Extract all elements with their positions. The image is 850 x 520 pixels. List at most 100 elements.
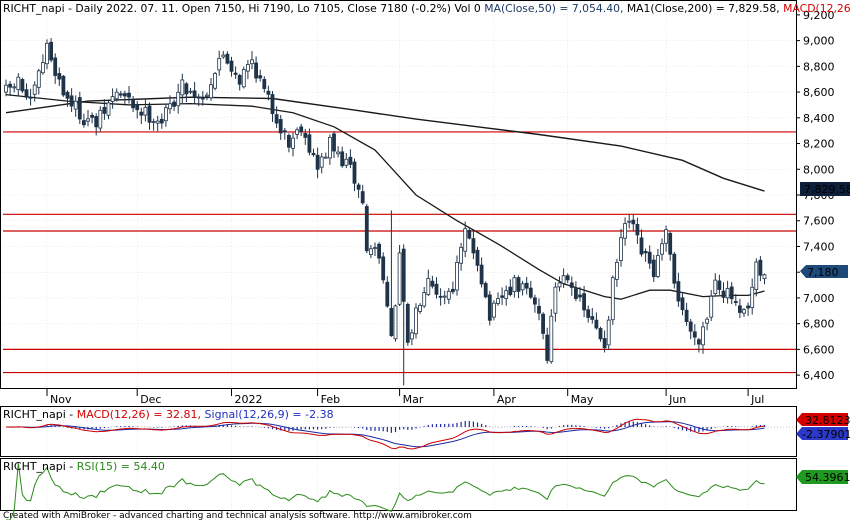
candle[interactable] — [4, 79, 8, 97]
candle[interactable] — [746, 302, 750, 316]
candle[interactable] — [299, 123, 304, 137]
candle[interactable] — [668, 231, 673, 261]
candle[interactable] — [491, 300, 496, 321]
candle[interactable] — [188, 87, 193, 95]
candle[interactable] — [217, 50, 222, 76]
candle[interactable] — [487, 290, 492, 326]
candle[interactable] — [28, 88, 33, 106]
candle[interactable] — [619, 228, 623, 267]
candle[interactable] — [127, 86, 131, 104]
candle[interactable] — [594, 312, 599, 330]
candle[interactable] — [237, 73, 242, 91]
candle[interactable] — [73, 95, 78, 117]
candle[interactable] — [151, 118, 156, 131]
candle[interactable] — [623, 217, 627, 246]
candle[interactable] — [209, 77, 213, 101]
candle[interactable] — [307, 128, 312, 156]
candle[interactable] — [656, 248, 660, 279]
candle[interactable] — [434, 277, 439, 299]
candle[interactable] — [168, 95, 172, 114]
candle[interactable] — [8, 80, 13, 97]
candle[interactable] — [172, 99, 177, 111]
candle[interactable] — [569, 276, 574, 296]
candle[interactable] — [598, 326, 603, 342]
candle[interactable] — [688, 318, 693, 340]
candle[interactable] — [106, 100, 111, 120]
candle[interactable] — [475, 246, 480, 272]
candle[interactable] — [180, 73, 185, 103]
candle[interactable] — [574, 281, 578, 302]
candle[interactable] — [709, 289, 714, 322]
candle[interactable] — [327, 134, 332, 165]
candle[interactable] — [713, 273, 718, 296]
candle[interactable] — [147, 102, 152, 130]
candle[interactable] — [319, 153, 324, 174]
candle[interactable] — [701, 321, 705, 354]
candle[interactable] — [65, 90, 70, 107]
candle[interactable] — [344, 152, 349, 169]
candle[interactable] — [53, 53, 58, 84]
candle[interactable] — [397, 244, 402, 306]
candle[interactable] — [45, 39, 49, 70]
candle[interactable] — [336, 146, 341, 158]
candle[interactable] — [356, 182, 361, 199]
candle[interactable] — [524, 276, 529, 295]
candle[interactable] — [377, 242, 382, 264]
candle[interactable] — [438, 288, 443, 306]
candle[interactable] — [98, 106, 103, 132]
candle[interactable] — [69, 88, 74, 113]
candle[interactable] — [114, 88, 119, 102]
candle[interactable] — [262, 76, 267, 93]
candle[interactable] — [733, 294, 738, 306]
candle[interactable] — [270, 91, 275, 123]
candle[interactable] — [639, 229, 644, 257]
candle[interactable] — [250, 51, 254, 70]
candle[interactable] — [315, 147, 320, 179]
candle[interactable] — [729, 282, 734, 305]
candle[interactable] — [557, 276, 562, 292]
candle[interactable] — [241, 66, 246, 89]
candle[interactable] — [77, 91, 82, 125]
candle[interactable] — [340, 146, 345, 168]
candle[interactable] — [332, 131, 336, 159]
candle[interactable] — [348, 149, 353, 169]
candle[interactable] — [389, 210, 394, 337]
candle[interactable] — [204, 92, 209, 101]
candle[interactable] — [24, 83, 29, 100]
candle[interactable] — [643, 248, 648, 262]
candle[interactable] — [537, 298, 541, 321]
candle[interactable] — [176, 83, 181, 114]
candle[interactable] — [512, 274, 517, 298]
candle[interactable] — [647, 245, 652, 269]
candle[interactable] — [762, 273, 767, 285]
candle[interactable] — [360, 184, 365, 205]
candle[interactable] — [635, 217, 640, 244]
candle[interactable] — [139, 107, 144, 125]
candle[interactable] — [110, 88, 115, 109]
candle[interactable] — [615, 258, 619, 287]
candle[interactable] — [225, 51, 230, 65]
candle[interactable] — [102, 99, 107, 120]
candle[interactable] — [86, 109, 90, 127]
candle[interactable] — [405, 302, 410, 346]
candle[interactable] — [131, 96, 136, 113]
candle[interactable] — [660, 238, 664, 261]
candle[interactable] — [483, 281, 488, 299]
candle[interactable] — [533, 294, 537, 313]
candle[interactable] — [459, 242, 464, 271]
candle[interactable] — [586, 305, 591, 323]
candle[interactable] — [159, 113, 164, 129]
candle[interactable] — [414, 303, 418, 339]
candle[interactable] — [422, 286, 427, 308]
candle[interactable] — [192, 81, 197, 104]
candle[interactable] — [463, 221, 468, 258]
candle[interactable] — [143, 99, 148, 122]
candle[interactable] — [479, 257, 484, 288]
candle[interactable] — [455, 255, 459, 296]
candle[interactable] — [381, 252, 386, 284]
candle[interactable] — [41, 54, 45, 75]
candle[interactable] — [184, 82, 189, 103]
candle[interactable] — [496, 292, 500, 306]
candle[interactable] — [282, 127, 287, 140]
